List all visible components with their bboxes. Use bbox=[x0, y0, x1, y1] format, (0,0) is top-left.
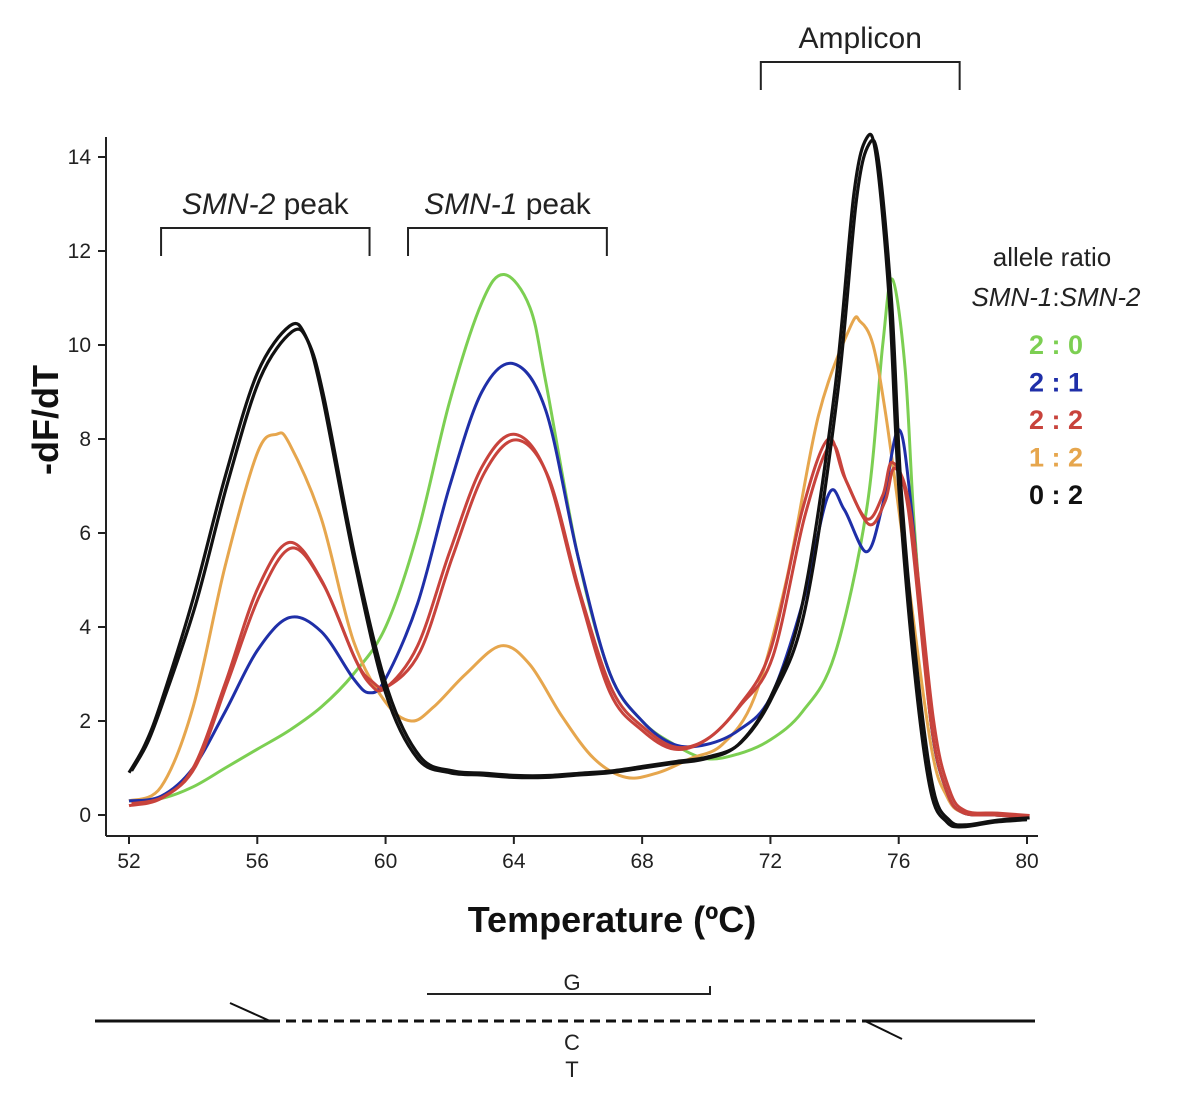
bracket-line bbox=[407, 227, 608, 256]
bracket-label: Amplicon bbox=[799, 22, 922, 55]
legend-entry: 2 : 0 bbox=[1029, 330, 1083, 360]
y-tick-label: 8 bbox=[79, 428, 91, 451]
y-axis-ticks: 0 2 4 6 8 10 12 14 bbox=[68, 146, 106, 827]
y-tick-label: 10 bbox=[68, 334, 91, 357]
bracket-label: SMN-1 peak bbox=[424, 188, 592, 221]
legend-entry: 2 : 1 bbox=[1029, 368, 1083, 398]
forward-primer-mark bbox=[229, 1002, 271, 1022]
x-tick-label: 80 bbox=[1015, 850, 1038, 873]
x-axis-title: Temperature (ºC) bbox=[468, 899, 757, 940]
bracket-label-text: peak bbox=[275, 188, 349, 221]
x-tick-label: 76 bbox=[887, 850, 910, 873]
reverse-primer-mark bbox=[864, 1020, 903, 1040]
bracket-line bbox=[160, 227, 371, 256]
y-tick-label: 4 bbox=[79, 616, 91, 639]
y-tick-label: 2 bbox=[79, 710, 91, 733]
x-tick-label: 52 bbox=[117, 850, 140, 873]
series-line-0-2-rep1 bbox=[127, 132, 1028, 829]
legend-subtitle-gene-b: SMN-2 bbox=[1060, 282, 1141, 312]
bracket-label-gene: SMN-2 bbox=[182, 188, 276, 221]
schematic-label-c: C bbox=[564, 1030, 580, 1055]
series-layer bbox=[127, 132, 1030, 829]
probe-bracket bbox=[427, 986, 711, 995]
legend-entry: 0 : 2 bbox=[1029, 480, 1083, 510]
legend: allele ratio SMN-1:SMN-2 2 : 0 2 : 1 2 : 2… bbox=[971, 242, 1141, 510]
legend-subtitle: SMN-1:SMN-2 bbox=[971, 282, 1141, 312]
y-tick-label: 0 bbox=[79, 804, 91, 827]
bracket-label-gene: SMN-1 bbox=[424, 188, 517, 221]
bracket-line bbox=[759, 61, 961, 90]
series-line-1-2-rep1 bbox=[128, 315, 1028, 819]
y-tick-label: 12 bbox=[68, 240, 91, 263]
series-line-2-1-rep1 bbox=[128, 361, 1028, 819]
legend-entries: 2 : 0 2 : 1 2 : 2 1 : 2 0 : 2 bbox=[1029, 330, 1083, 510]
series-line-2-2-rep2 bbox=[131, 438, 1030, 817]
series-line-0-2-rep2 bbox=[130, 138, 1030, 827]
legend-subtitle-separator: : bbox=[1052, 282, 1059, 312]
x-tick-label: 56 bbox=[246, 850, 269, 873]
series-line-2-2-rep1 bbox=[128, 432, 1028, 819]
legend-title: allele ratio bbox=[993, 242, 1112, 272]
schematic-label-t: T bbox=[565, 1057, 578, 1082]
axes bbox=[105, 137, 1038, 837]
x-axis-ticks: 52 56 60 64 68 72 76 80 bbox=[117, 836, 1039, 873]
y-tick-label: 6 bbox=[79, 522, 91, 545]
legend-entry: 1 : 2 bbox=[1029, 443, 1083, 473]
y-axis-title: -dF/dT bbox=[25, 365, 66, 475]
x-tick-label: 68 bbox=[630, 850, 653, 873]
bracket-label: SMN-2 peak bbox=[182, 188, 350, 221]
bracket-label-text: Amplicon bbox=[799, 22, 922, 55]
x-tick-label: 64 bbox=[502, 850, 526, 873]
legend-subtitle-gene-a: SMN-1 bbox=[971, 282, 1052, 312]
y-tick-label: 14 bbox=[68, 146, 92, 169]
legend-entry: 2 : 2 bbox=[1029, 405, 1083, 435]
schematic-label-g: G bbox=[563, 970, 580, 995]
x-tick-label: 72 bbox=[759, 850, 782, 873]
amplicon-schematic: G C T bbox=[95, 970, 1035, 1082]
bracket-label-text: peak bbox=[517, 188, 591, 221]
x-tick-label: 60 bbox=[374, 850, 397, 873]
